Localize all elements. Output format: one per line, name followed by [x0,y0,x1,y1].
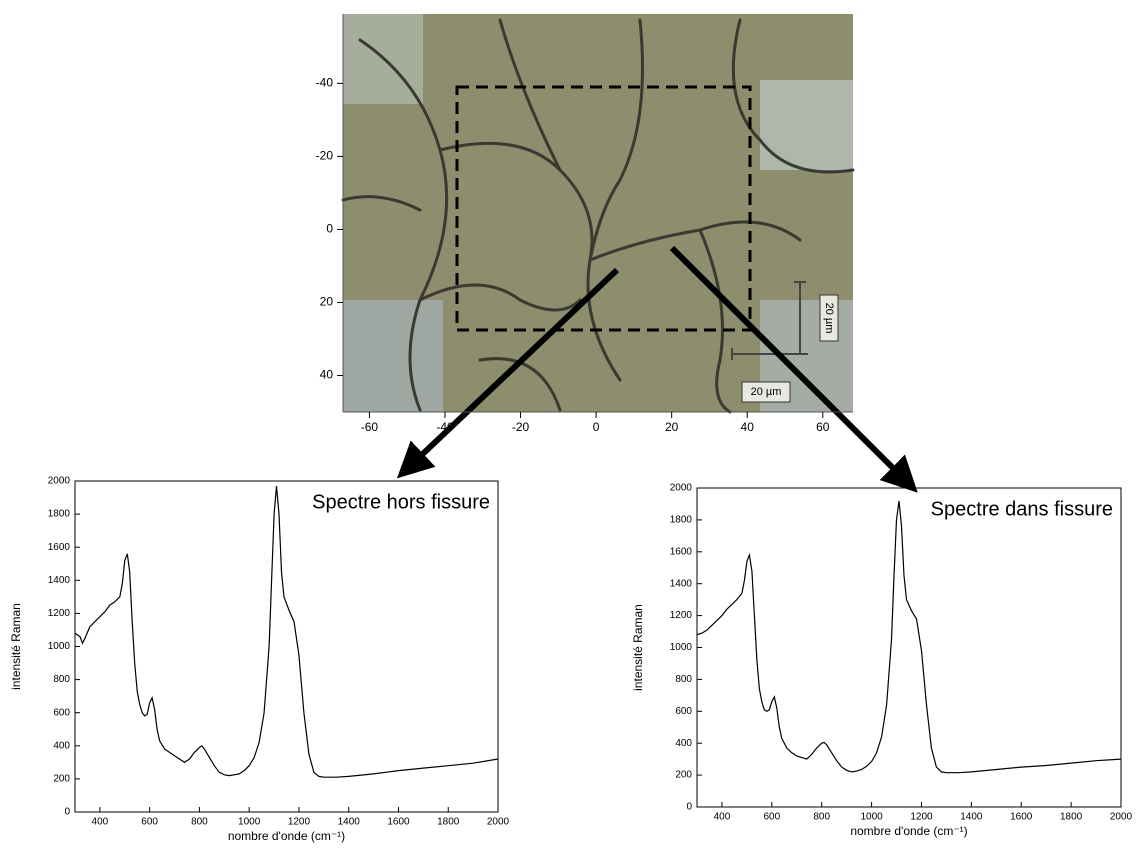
spectrum-line [696,500,1122,774]
y-tick-label: 400 [675,738,692,749]
y-tick-label: 1200 [48,608,71,619]
x-tick-label: 60 [816,420,830,434]
crack [418,283,582,312]
y-tick-label: 40 [320,368,334,382]
x-tick-label: 400 [92,817,109,828]
y-tick-label: -40 [316,76,334,90]
x-tick-label: 1200 [288,817,311,828]
x-tick-label: 600 [141,817,158,828]
y-tick-label: 600 [53,707,70,718]
x-tick-label: 1400 [338,817,361,828]
crack [731,18,855,174]
y-tick-label: 400 [53,740,70,751]
x-tick-label: -60 [361,420,379,434]
y-tick-label: 800 [53,674,70,685]
x-tick-label: 600 [763,812,780,823]
x-tick-label: 0 [593,420,600,434]
spectrum-line [74,485,499,778]
scale-bar [731,281,808,360]
x-tick-label: 2000 [487,817,510,828]
x-tick-label: 1600 [1010,812,1033,823]
plot-frame [696,487,1122,808]
crack [358,38,449,412]
y-tick-label: 800 [675,674,692,685]
y-tick-label: 1800 [48,509,71,520]
plot-frame [74,480,499,813]
annotation: Spectre dans fissure [931,498,1113,520]
crack [588,18,644,262]
x-tick-label: 1200 [910,812,933,823]
y-tick-label: 1600 [48,542,71,553]
arrow [669,245,918,493]
y-tick-label: 1000 [670,642,693,653]
y-tick-label: 2000 [670,483,693,494]
y-tick-label: 200 [53,774,70,785]
x-tick-label: 1000 [860,812,883,823]
image-highlight [760,80,853,170]
x-tick-label: 40 [741,420,755,434]
x-tick-label: 800 [191,817,208,828]
y-tick-label: 1600 [670,546,693,557]
crack [478,357,562,412]
x-axis-label: nombre d'onde (cm⁻¹) [228,829,345,843]
x-tick-label: 1600 [387,817,410,828]
x-tick-label: 400 [714,812,731,823]
y-tick-label: 1800 [670,515,693,526]
selection-box [455,85,752,332]
image-highlight [343,300,443,412]
y-tick-label: 1400 [48,575,71,586]
y-tick-label: 1200 [670,610,693,621]
y-tick-label: 2000 [48,476,71,487]
y-tick-label: 0 [686,802,692,813]
y-axis-label: intensité Raman [9,603,23,690]
scale-label: 20 µm [751,386,782,398]
y-tick-label: 1000 [48,641,71,652]
scale-label-box [741,381,791,403]
y-tick-label: 200 [675,770,692,781]
x-axis-label: nombre d'onde (cm⁻¹) [850,824,967,838]
crack [498,18,562,172]
y-tick-label: 20 [320,295,334,309]
crack [698,228,732,414]
scale-label: 20 µm [823,303,835,334]
x-tick-label: -40 [436,420,454,434]
y-tick-label: -20 [316,149,334,163]
y-tick-label: 0 [64,807,70,818]
y-axis-label: intensité Raman [631,604,645,691]
micrograph: 20 µm 20 µm [341,14,855,414]
x-tick-label: 20 [665,420,679,434]
x-tick-label: 800 [813,812,830,823]
scale-label-box [819,294,839,342]
y-tick-label: 600 [675,706,692,717]
arrow [396,267,620,479]
crack [438,141,622,382]
x-tick-label: 1800 [437,817,460,828]
x-tick-label: -20 [512,420,530,434]
y-tick-label: 1400 [670,578,693,589]
x-tick-label: 2000 [1110,812,1133,823]
x-tick-label: 1800 [1060,812,1083,823]
crack [341,195,422,212]
x-tick-label: 1400 [960,812,983,823]
x-tick-label: 1000 [238,817,261,828]
y-tick-label: 0 [326,222,333,236]
annotation: Spectre hors fissure [312,491,490,513]
